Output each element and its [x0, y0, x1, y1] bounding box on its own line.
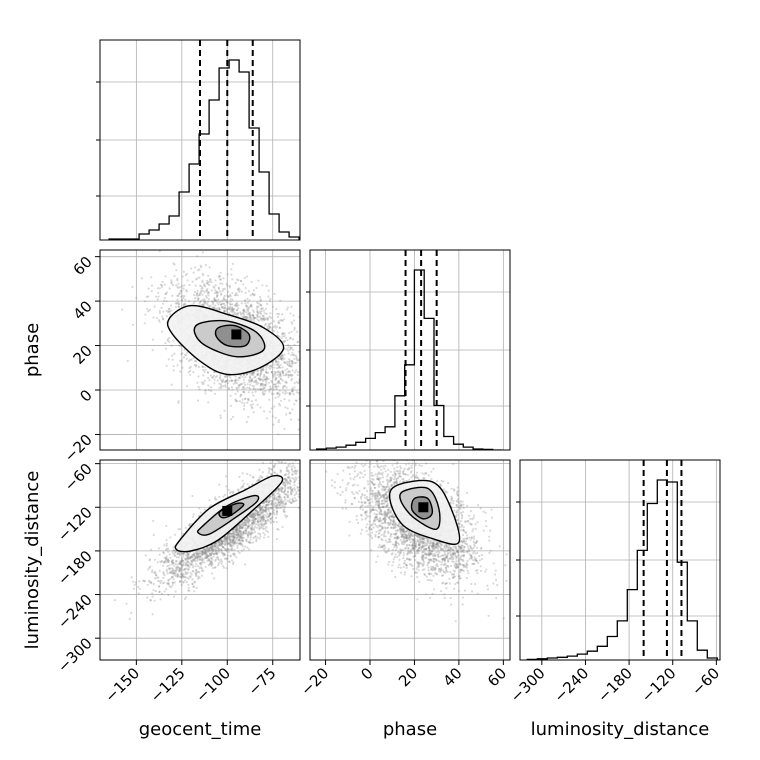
y-axis-label-phase: phase [22, 323, 43, 377]
x-tick-label: −125 [147, 664, 189, 706]
y-axis-label-luminosity_distance: luminosity_distance [22, 471, 43, 650]
panel-phase-vs-luminosity_distance: −20 0 20 40 60 phase [297, 459, 511, 740]
panel-geocent_time-hist [96, 39, 301, 241]
y-tick-label: −60 [61, 460, 96, 495]
y-tick-label: −180 [54, 547, 96, 589]
panel-frame [99, 249, 301, 451]
x-tick-label: −300 [507, 664, 549, 706]
x-tick-label: 20 [395, 664, 421, 690]
y-tick-label: 20 [70, 342, 96, 368]
panel-frame [309, 249, 511, 451]
histogram-luminosity_distance [526, 479, 718, 660]
y-tick-label: 40 [70, 297, 96, 323]
x-tick-label: −150 [101, 664, 143, 706]
panel-frame [99, 39, 301, 241]
y-tick-label: −240 [54, 591, 96, 633]
panel-phase-hist [306, 249, 511, 451]
x-tick-label: 40 [439, 664, 465, 690]
y-tick-label: 0 [76, 386, 95, 405]
x-tick-label: 60 [484, 664, 510, 690]
grid [310, 250, 510, 450]
panel-geocent_time-vs-phase: −20 0 20 40 60 phase [22, 249, 301, 466]
density-peak [231, 329, 242, 340]
x-tick-label: −120 [638, 664, 680, 706]
panel-frame [519, 459, 721, 661]
panel-frame [309, 459, 511, 661]
grid [100, 460, 300, 660]
panel-frame [99, 459, 301, 661]
density-peak [222, 505, 233, 516]
x-axis-label-luminosity_distance: luminosity_distance [531, 719, 710, 740]
x-axis-label-geocent_time: geocent_time [139, 719, 262, 740]
x-axis-label-phase: phase [383, 719, 437, 740]
grid [520, 460, 720, 660]
x-tick-label: −20 [297, 664, 332, 699]
x-tick-label: −60 [688, 664, 723, 699]
y-tick-label: 60 [70, 253, 96, 279]
histogram-geocent_time [108, 59, 300, 240]
panel-geocent_time-vs-luminosity_distance: −150 −125 −100 −75geocent_time−300−240−180−… [22, 459, 301, 740]
y-tick-label: −300 [54, 634, 96, 676]
x-tick-label: −240 [550, 664, 592, 706]
panel-luminosity_distance-hist: −300 −240 −180 −120 −60 luminosity_distance [507, 459, 723, 740]
y-tick-label: −20 [61, 431, 96, 466]
x-tick-label: −100 [192, 664, 234, 706]
histogram-phase [316, 269, 503, 450]
y-tick-label: −120 [54, 503, 96, 545]
x-tick-label: −75 [244, 664, 279, 699]
grid [310, 460, 510, 660]
x-tick-label: 0 [357, 664, 376, 683]
x-tick-label: −180 [594, 664, 636, 706]
density-peak [418, 502, 429, 513]
